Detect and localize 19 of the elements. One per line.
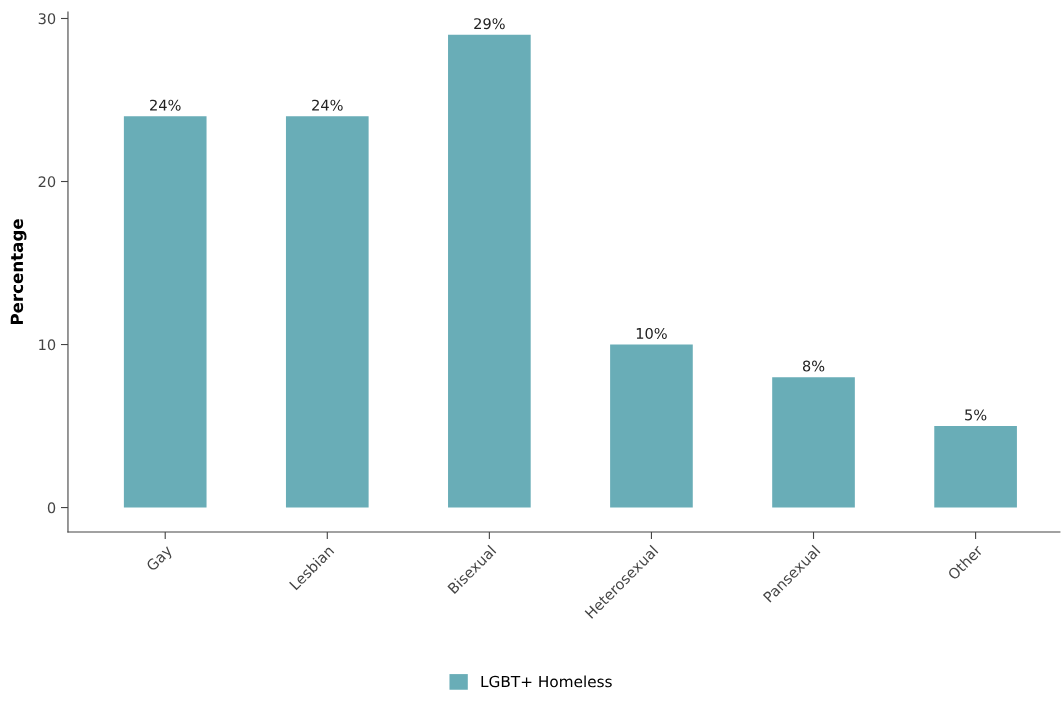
x-tick-label: Gay (145, 544, 175, 574)
y-tick-label: 0 (47, 502, 56, 514)
y-axis-title: Percentage (10, 219, 27, 325)
data-label: 24% (312, 99, 343, 111)
y-tick-label: 20 (38, 176, 56, 188)
bar (285, 116, 369, 508)
bar (123, 116, 207, 508)
bar (772, 377, 855, 508)
y-tick-label: 30 (38, 13, 56, 25)
legend-label: LGBT+ Homeless (481, 675, 612, 688)
data-label: 10% (636, 327, 667, 339)
data-label: 5% (965, 409, 987, 421)
data-label: 8% (802, 360, 825, 372)
bar (934, 426, 1017, 508)
data-label: 24% (150, 99, 181, 111)
bar (448, 34, 531, 508)
data-label: 29% (474, 18, 505, 30)
y-tick-label: 10 (39, 339, 56, 351)
bar (610, 344, 693, 508)
